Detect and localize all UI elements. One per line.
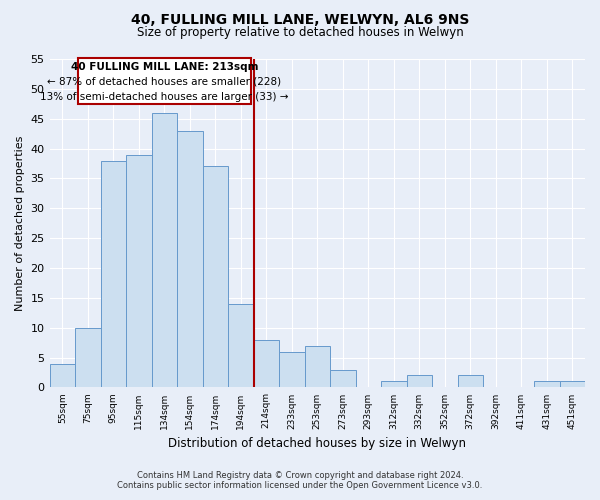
Bar xyxy=(279,352,305,388)
FancyBboxPatch shape xyxy=(77,58,251,104)
Bar xyxy=(126,154,152,388)
Bar xyxy=(458,376,483,388)
X-axis label: Distribution of detached houses by size in Welwyn: Distribution of detached houses by size … xyxy=(168,437,466,450)
Bar xyxy=(228,304,254,388)
Bar xyxy=(330,370,356,388)
Text: 13% of semi-detached houses are larger (33) →: 13% of semi-detached houses are larger (… xyxy=(40,92,289,102)
Text: ← 87% of detached houses are smaller (228): ← 87% of detached houses are smaller (22… xyxy=(47,77,281,87)
Bar xyxy=(305,346,330,388)
Bar xyxy=(75,328,101,388)
Bar xyxy=(50,364,75,388)
Text: Size of property relative to detached houses in Welwyn: Size of property relative to detached ho… xyxy=(137,26,463,39)
Text: 40, FULLING MILL LANE, WELWYN, AL6 9NS: 40, FULLING MILL LANE, WELWYN, AL6 9NS xyxy=(131,12,469,26)
Bar xyxy=(407,376,432,388)
Text: Contains HM Land Registry data © Crown copyright and database right 2024.
Contai: Contains HM Land Registry data © Crown c… xyxy=(118,470,482,490)
Y-axis label: Number of detached properties: Number of detached properties xyxy=(15,136,25,311)
Bar xyxy=(254,340,279,388)
Text: 40 FULLING MILL LANE: 213sqm: 40 FULLING MILL LANE: 213sqm xyxy=(71,62,258,72)
Bar xyxy=(560,382,585,388)
Bar xyxy=(101,160,126,388)
Bar xyxy=(203,166,228,388)
Bar xyxy=(381,382,407,388)
Bar xyxy=(152,112,177,388)
Bar xyxy=(534,382,560,388)
Bar xyxy=(177,130,203,388)
